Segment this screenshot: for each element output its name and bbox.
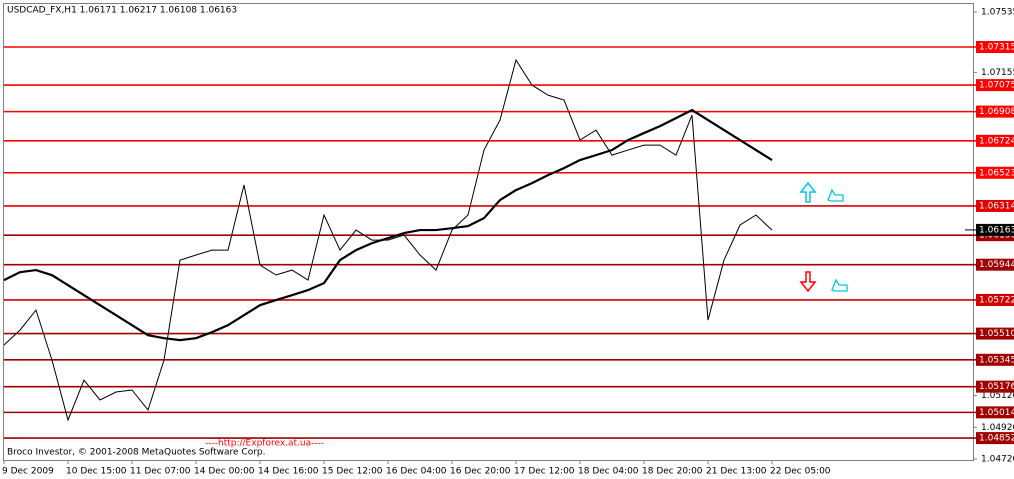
- current-price-box: [976, 223, 1014, 236]
- level-label: 1.06908: [979, 107, 1014, 117]
- x-tick-label: 16 Dec 20:00: [450, 467, 511, 477]
- price-line: [3, 108, 773, 342]
- watermark: ----http://Expforex.at.ua----: [205, 439, 324, 449]
- level-label-box: [976, 327, 1014, 340]
- level-label-box: [976, 380, 1014, 393]
- level-label: 1.05722: [979, 295, 1014, 305]
- x-tick-label: 14 Dec 00:00: [194, 467, 255, 477]
- level-label: 1.05510: [979, 329, 1014, 339]
- signal-up: [799, 181, 844, 203]
- level-label: 1.06314: [979, 201, 1014, 211]
- level-label-box: [976, 41, 1014, 54]
- x-tick-label: 14 Dec 16:00: [258, 467, 319, 477]
- level-label-box: [976, 432, 1014, 445]
- x-tick-label: 16 Dec 04:00: [386, 467, 447, 477]
- level-label: 1.06724: [979, 136, 1014, 146]
- level-label-box: [976, 293, 1014, 306]
- x-tick-label: 18 Dec 04:00: [578, 467, 639, 477]
- level-label: 1.06523: [979, 168, 1014, 178]
- x-tick-label: 10 Dec 15:00: [66, 467, 127, 477]
- level-label: 1.07315: [979, 43, 1014, 53]
- x-tick-label: 15 Dec 12:00: [322, 467, 383, 477]
- level-label-box: [976, 79, 1014, 92]
- level-label-box: [976, 134, 1014, 147]
- y-tick-label: 1.07535: [981, 8, 1014, 18]
- y-tick-label: 1.07155: [981, 68, 1014, 78]
- x-tick-label: 9 Dec 2009: [2, 467, 54, 477]
- copyright: Broco Investor, © 2001-2008 MetaQuotes S…: [7, 448, 266, 458]
- y-tick-label: 1.04720: [981, 455, 1014, 465]
- level-label-box: [976, 406, 1014, 419]
- level-label: 1.05014: [979, 408, 1014, 418]
- current-price-label: 1.06163: [979, 225, 1014, 235]
- price-line: [3, 58, 773, 422]
- level-label-box: [976, 199, 1014, 212]
- level-label: 1.05345: [979, 355, 1014, 365]
- x-tick-label: 21 Dec 13:00: [706, 467, 767, 477]
- y-tick-label: 1.05120: [981, 391, 1014, 401]
- x-tick-label: 18 Dec 20:00: [642, 467, 703, 477]
- level-label: 1.05944: [979, 260, 1014, 270]
- signal-down: [799, 271, 848, 293]
- level-label-box: [976, 353, 1014, 366]
- level-label: 1.05176: [979, 382, 1014, 392]
- level-label-box: [976, 105, 1014, 118]
- x-tick-label: 22 Dec 05:00: [770, 467, 831, 477]
- plot-frame: [3, 3, 974, 461]
- x-tick-label: 11 Dec 07:00: [130, 467, 191, 477]
- x-tick-label: 17 Dec 12:00: [514, 467, 575, 477]
- chart-title: USDCAD_FX,H1 1.06171 1.06217 1.06108 1.0…: [7, 6, 237, 16]
- y-tick-label: 1.04920: [981, 423, 1014, 433]
- level-label-box: [976, 258, 1014, 271]
- level-label: 1.04852: [979, 434, 1014, 444]
- level-label-box: [976, 166, 1014, 179]
- level-label: 1.07075: [979, 81, 1014, 91]
